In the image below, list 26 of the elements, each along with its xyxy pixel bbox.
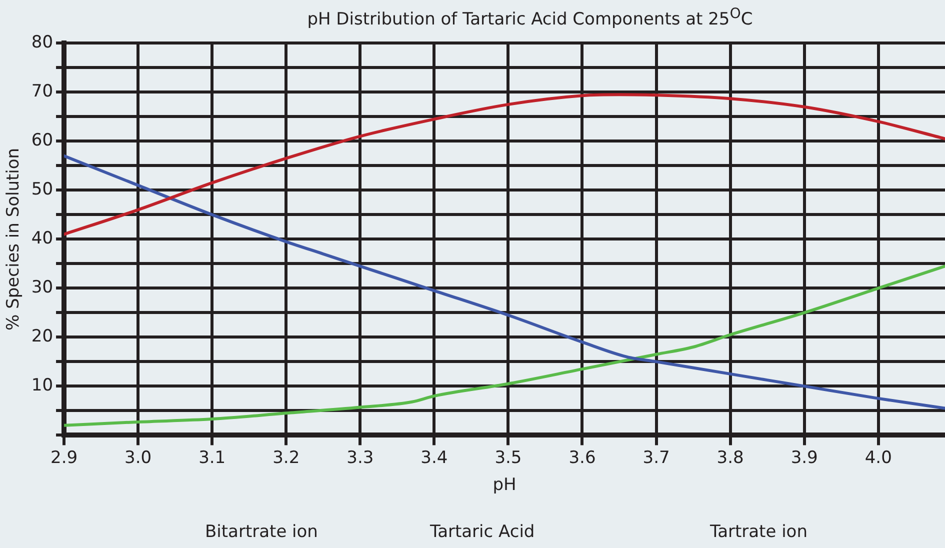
y-tick-label: 70 bbox=[31, 82, 54, 102]
x-tick-label: 3.2 bbox=[272, 448, 300, 468]
x-tick-label: 2.9 bbox=[50, 448, 78, 468]
y-tick-label: 10 bbox=[31, 376, 54, 396]
x-tick-label: 3.1 bbox=[198, 448, 226, 468]
y-tick-label: 30 bbox=[31, 278, 54, 298]
x-tick-label: 3.7 bbox=[642, 448, 670, 468]
y-axis-title: % Species in Solution bbox=[4, 148, 24, 330]
y-tick-label: 60 bbox=[31, 130, 54, 151]
x-tick-label: 3.0 bbox=[124, 448, 152, 468]
x-tick-label: 4.0 bbox=[864, 448, 892, 468]
x-tick-label: 3.3 bbox=[346, 448, 374, 468]
x-tick-label: 3.4 bbox=[420, 448, 448, 468]
x-axis-title: pH bbox=[492, 475, 516, 496]
y-tick-label: 40 bbox=[31, 228, 54, 249]
text: Tartrate ion bbox=[710, 522, 808, 542]
x-tick-label: 3.6 bbox=[568, 448, 596, 468]
x-tick-label: 3.9 bbox=[790, 448, 818, 468]
y-tick-label: 50 bbox=[31, 180, 54, 200]
y-tick-label: 20 bbox=[31, 326, 54, 347]
x-tick-label: 3.8 bbox=[716, 448, 744, 468]
text: Bitartrate ion bbox=[205, 522, 318, 542]
y-tick-label: 80 bbox=[31, 32, 54, 53]
text: Tartaric Acid bbox=[430, 522, 535, 542]
chart-title: pH Distribution of Tartaric Acid Components at 25$^{O}$C bbox=[306, 6, 754, 30]
x-tick-label: 3.5 bbox=[494, 448, 522, 468]
